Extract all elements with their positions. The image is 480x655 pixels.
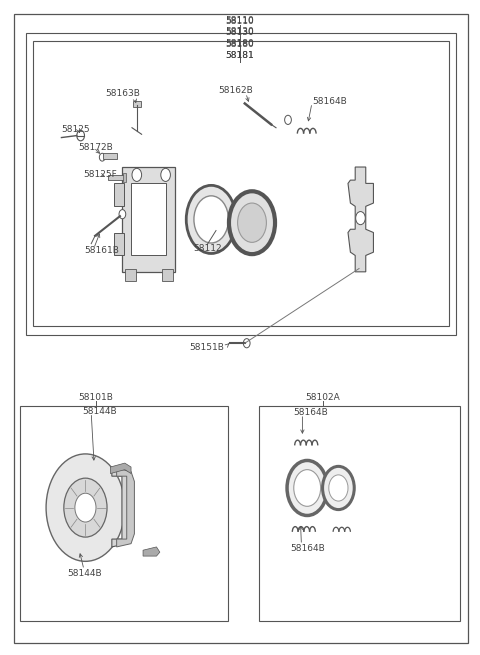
Bar xyxy=(122,167,175,272)
Text: 58161B: 58161B xyxy=(84,246,119,255)
Bar xyxy=(20,406,228,621)
Circle shape xyxy=(194,196,228,243)
Text: 58125F: 58125F xyxy=(83,170,117,179)
Text: 58110: 58110 xyxy=(226,16,254,26)
Text: 58164B: 58164B xyxy=(312,97,347,106)
Circle shape xyxy=(64,478,107,537)
Text: 58112: 58112 xyxy=(193,244,222,253)
Circle shape xyxy=(119,210,126,219)
Text: 58180: 58180 xyxy=(226,40,254,49)
Bar xyxy=(123,173,126,182)
Bar xyxy=(125,269,136,281)
Bar xyxy=(133,101,141,107)
Text: 58125: 58125 xyxy=(61,125,90,134)
Polygon shape xyxy=(348,167,373,272)
Text: 58163B: 58163B xyxy=(105,88,140,98)
Text: 58181: 58181 xyxy=(226,50,254,60)
Circle shape xyxy=(238,203,266,242)
Polygon shape xyxy=(143,547,160,556)
Text: 58151B: 58151B xyxy=(190,343,225,352)
Polygon shape xyxy=(110,463,131,474)
Circle shape xyxy=(229,191,275,254)
Circle shape xyxy=(323,466,354,510)
Bar xyxy=(162,269,173,281)
Circle shape xyxy=(285,115,291,124)
Circle shape xyxy=(132,168,142,181)
Bar xyxy=(26,33,456,335)
Circle shape xyxy=(46,454,125,561)
Bar xyxy=(108,175,124,180)
Polygon shape xyxy=(112,468,130,547)
Circle shape xyxy=(161,168,170,181)
Text: 58102A: 58102A xyxy=(305,393,340,402)
Circle shape xyxy=(75,493,96,522)
Text: 58110: 58110 xyxy=(226,17,254,26)
Polygon shape xyxy=(117,468,134,547)
Bar xyxy=(259,406,460,621)
Text: 58130: 58130 xyxy=(226,28,254,37)
Circle shape xyxy=(287,460,327,515)
Circle shape xyxy=(294,470,321,506)
Text: 58144B: 58144B xyxy=(67,569,102,578)
Bar xyxy=(114,233,124,255)
Circle shape xyxy=(77,130,84,141)
Text: 58162B: 58162B xyxy=(218,86,252,95)
Circle shape xyxy=(356,212,365,225)
Bar xyxy=(33,41,449,326)
Bar xyxy=(103,153,117,159)
Circle shape xyxy=(186,185,236,253)
Text: 58130: 58130 xyxy=(226,27,254,36)
Circle shape xyxy=(243,339,250,348)
Text: 58172B: 58172B xyxy=(78,143,113,152)
Text: 58164B: 58164B xyxy=(293,408,327,417)
Text: 58101B: 58101B xyxy=(79,393,113,402)
Text: 58164B: 58164B xyxy=(290,544,324,553)
Text: 58180: 58180 xyxy=(226,39,254,48)
Text: 58181: 58181 xyxy=(226,50,254,60)
Circle shape xyxy=(99,153,105,161)
Text: 58144B: 58144B xyxy=(83,407,117,416)
Circle shape xyxy=(329,475,348,501)
Bar xyxy=(131,183,166,255)
Bar xyxy=(114,183,124,206)
